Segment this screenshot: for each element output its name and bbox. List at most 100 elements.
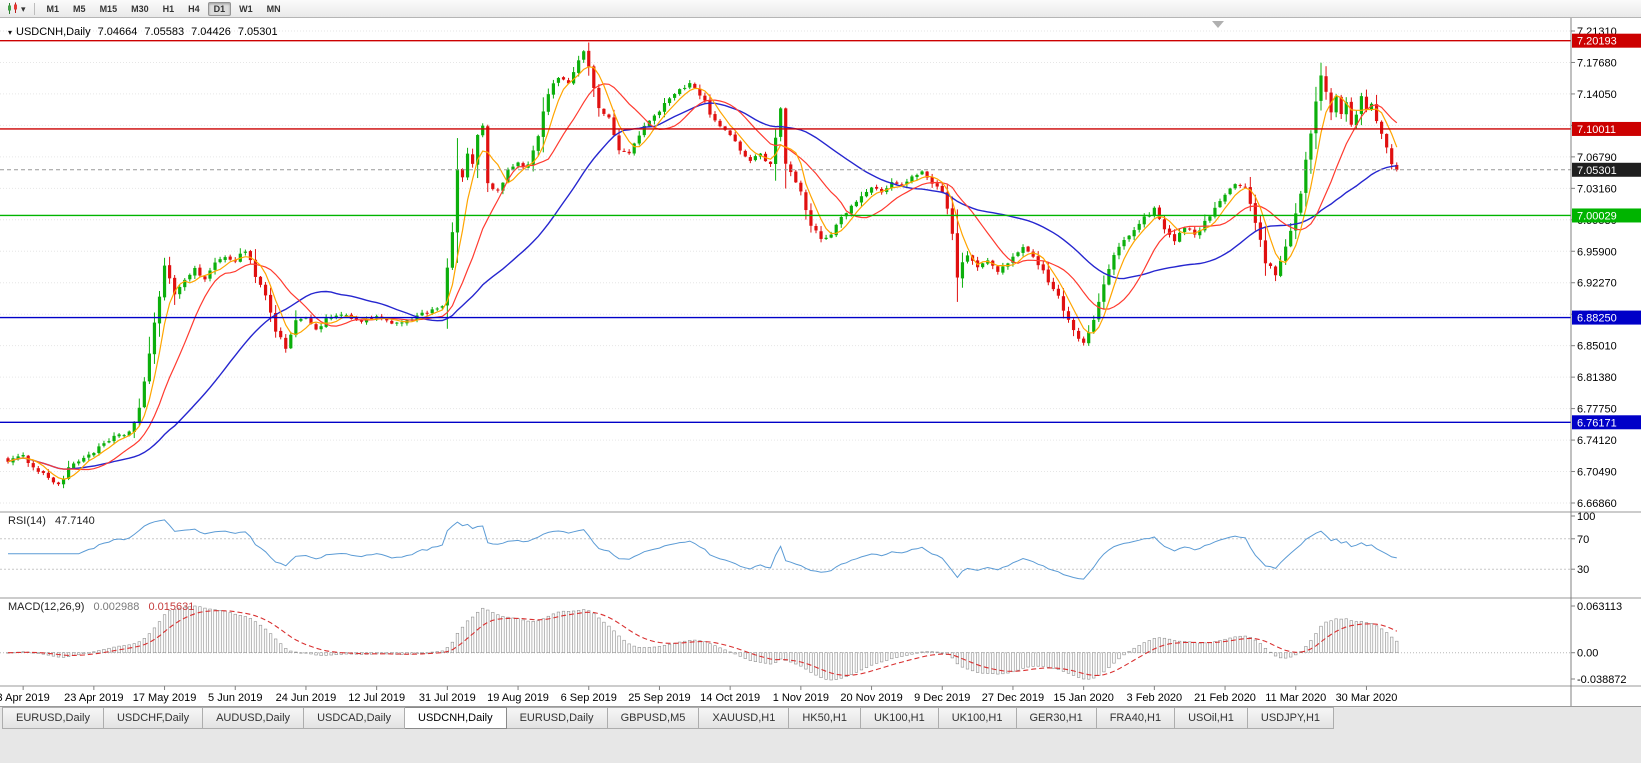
svg-text:1 Nov 2019: 1 Nov 2019 bbox=[773, 692, 829, 704]
svg-text:3 Apr 2019: 3 Apr 2019 bbox=[0, 692, 50, 704]
chart-region: 7.213107.176807.140507.104207.067907.031… bbox=[0, 18, 1641, 706]
chart-title: ▾ USDCNH,Daily 7.04664 7.05583 7.04426 7… bbox=[8, 26, 285, 38]
svg-text:6.81380: 6.81380 bbox=[1577, 372, 1617, 384]
tab-xauusd-h1[interactable]: XAUUSD,H1 bbox=[699, 707, 790, 729]
chart-shift-marker[interactable] bbox=[1212, 21, 1224, 28]
timeframe-mn-button[interactable]: MN bbox=[261, 2, 287, 16]
candlestick-chart-icon bbox=[8, 2, 17, 14]
svg-text:6.77750: 6.77750 bbox=[1577, 404, 1617, 416]
tab-hk50-h1[interactable]: HK50,H1 bbox=[789, 707, 861, 729]
svg-text:7.10011: 7.10011 bbox=[1577, 124, 1616, 136]
svg-text:30 Mar 2020: 30 Mar 2020 bbox=[1336, 692, 1398, 704]
ohlc-open: 7.04664 bbox=[97, 26, 138, 38]
svg-text:21 Feb 2020: 21 Feb 2020 bbox=[1194, 692, 1256, 704]
svg-text:6.70490: 6.70490 bbox=[1577, 467, 1617, 479]
rsi-value: 47.7140 bbox=[54, 515, 95, 527]
timeframe-m5-button[interactable]: M5 bbox=[67, 2, 92, 16]
chevron-down-icon[interactable]: ▾ bbox=[21, 3, 26, 14]
tab-fra40-h1[interactable]: FRA40,H1 bbox=[1096, 707, 1176, 729]
svg-text:7.14050: 7.14050 bbox=[1577, 89, 1617, 101]
timeframe-m15-button[interactable]: M15 bbox=[94, 2, 124, 16]
svg-text:31 Jul 2019: 31 Jul 2019 bbox=[419, 692, 476, 704]
tab-usdcad-daily[interactable]: USDCAD,Daily bbox=[304, 707, 406, 729]
chart-symbol-period: USDCNH,Daily bbox=[16, 26, 91, 38]
svg-text:7.20193: 7.20193 bbox=[1577, 36, 1617, 48]
svg-text:7.03160: 7.03160 bbox=[1577, 183, 1617, 195]
timeframe-buttons: M1 M5 M15 M30 H1 H4 D1 W1 MN bbox=[40, 1, 288, 16]
macd-histogram bbox=[6, 605, 1399, 681]
svg-text:7.00029: 7.00029 bbox=[1577, 210, 1617, 222]
moving-averages bbox=[7, 66, 1398, 480]
ohlc-high: 7.05583 bbox=[144, 26, 185, 38]
macd-indicator-label: MACD(12,26,9) 0.002988 0.015631 bbox=[8, 601, 200, 613]
price-badge-7.00029: 7.00029 bbox=[1572, 208, 1641, 223]
svg-text:23 Apr 2019: 23 Apr 2019 bbox=[64, 692, 123, 704]
svg-text:6.66860: 6.66860 bbox=[1577, 498, 1617, 510]
tab-audusd-daily[interactable]: AUDUSD,Daily bbox=[203, 707, 305, 729]
chart-toolbar: ▾ M1 M5 M15 M30 H1 H4 D1 W1 MN bbox=[0, 0, 1641, 18]
svg-text:25 Sep 2019: 25 Sep 2019 bbox=[628, 692, 690, 704]
svg-text:5 Jun 2019: 5 Jun 2019 bbox=[208, 692, 262, 704]
price-badge-7.10011: 7.10011 bbox=[1572, 121, 1641, 136]
svg-text:6 Sep 2019: 6 Sep 2019 bbox=[561, 692, 617, 704]
macd-signal-value: 0.015631 bbox=[148, 601, 195, 613]
svg-text:30: 30 bbox=[1577, 564, 1589, 576]
svg-text:6.85010: 6.85010 bbox=[1577, 341, 1617, 353]
timeframe-m1-button[interactable]: M1 bbox=[41, 2, 66, 16]
tab-usdcnh-daily[interactable]: USDCNH,Daily bbox=[405, 707, 507, 729]
tab-gbpusd-m5[interactable]: GBPUSD,M5 bbox=[607, 707, 700, 729]
rsi-line bbox=[8, 519, 1397, 580]
price-badge-6.88250: 6.88250 bbox=[1572, 310, 1641, 325]
svg-text:14 Oct 2019: 14 Oct 2019 bbox=[700, 692, 760, 704]
tab-eurusd-daily[interactable]: EURUSD,Daily bbox=[2, 707, 104, 729]
svg-text:11 Mar 2020: 11 Mar 2020 bbox=[1265, 692, 1326, 704]
svg-text:3 Feb 2020: 3 Feb 2020 bbox=[1127, 692, 1183, 704]
svg-text:7.17680: 7.17680 bbox=[1577, 57, 1617, 69]
chart-canvas[interactable]: 7.213107.176807.140507.104207.067907.031… bbox=[0, 18, 1641, 706]
svg-text:24 Jun 2019: 24 Jun 2019 bbox=[276, 692, 337, 704]
tab-uk100-h1[interactable]: UK100,H1 bbox=[938, 707, 1017, 729]
macd-name: MACD(12,26,9) bbox=[8, 601, 85, 613]
svg-text:0.063113: 0.063113 bbox=[1577, 601, 1622, 613]
svg-text:9 Dec 2019: 9 Dec 2019 bbox=[914, 692, 970, 704]
series-marker-icon: ▾ bbox=[8, 27, 13, 37]
svg-text:7.05301: 7.05301 bbox=[1577, 165, 1617, 177]
svg-text:6.76171: 6.76171 bbox=[1577, 417, 1617, 429]
svg-text:70: 70 bbox=[1577, 534, 1589, 546]
svg-text:17 May 2019: 17 May 2019 bbox=[133, 692, 197, 704]
svg-text:6.88250: 6.88250 bbox=[1577, 313, 1617, 325]
svg-text:19 Aug 2019: 19 Aug 2019 bbox=[487, 692, 549, 704]
tab-eurusd-daily[interactable]: EURUSD,Daily bbox=[506, 707, 608, 729]
macd-main-value: 0.002988 bbox=[93, 601, 140, 613]
tab-usdchf-daily[interactable]: USDCHF,Daily bbox=[103, 707, 204, 729]
candlestick-series bbox=[6, 42, 1399, 489]
timeframe-w1-button[interactable]: W1 bbox=[233, 2, 259, 16]
ohlc-close: 7.05301 bbox=[237, 26, 278, 38]
svg-text:6.74120: 6.74120 bbox=[1577, 435, 1617, 447]
tab-usdjpy-h1[interactable]: USDJPY,H1 bbox=[1247, 707, 1335, 729]
svg-text:-0.038872: -0.038872 bbox=[1577, 674, 1627, 686]
tab-ger30-h1[interactable]: GER30,H1 bbox=[1016, 707, 1097, 729]
svg-text:6.92270: 6.92270 bbox=[1577, 278, 1617, 290]
tab-usoil-h1[interactable]: USOil,H1 bbox=[1175, 707, 1248, 729]
rsi-name: RSI(14) bbox=[8, 515, 46, 527]
chart-type-button[interactable] bbox=[4, 1, 21, 17]
svg-text:20 Nov 2019: 20 Nov 2019 bbox=[840, 692, 902, 704]
toolbar-separator bbox=[33, 2, 35, 15]
price-badge-7.20193: 7.20193 bbox=[1572, 33, 1641, 48]
timeframe-d1-button[interactable]: D1 bbox=[207, 1, 232, 16]
tab-uk100-h1[interactable]: UK100,H1 bbox=[860, 707, 939, 729]
timeframe-h4-button[interactable]: H4 bbox=[182, 2, 206, 16]
rsi-indicator-label: RSI(14) 47.7140 bbox=[8, 515, 101, 527]
svg-text:15 Jan 2020: 15 Jan 2020 bbox=[1053, 692, 1114, 704]
svg-text:100: 100 bbox=[1577, 511, 1595, 523]
ohlc-low: 7.04426 bbox=[191, 26, 231, 38]
chart-tabbar: EURUSD,Daily USDCHF,Daily AUDUSD,Daily USDC… bbox=[0, 706, 1641, 763]
timeframe-h1-button[interactable]: H1 bbox=[157, 2, 181, 16]
timeframe-m30-button[interactable]: M30 bbox=[125, 2, 155, 16]
price-badge-6.76171: 6.76171 bbox=[1572, 415, 1641, 430]
svg-text:12 Jul 2019: 12 Jul 2019 bbox=[348, 692, 405, 704]
svg-text:6.95900: 6.95900 bbox=[1577, 246, 1617, 258]
svg-text:7.06790: 7.06790 bbox=[1577, 152, 1617, 164]
